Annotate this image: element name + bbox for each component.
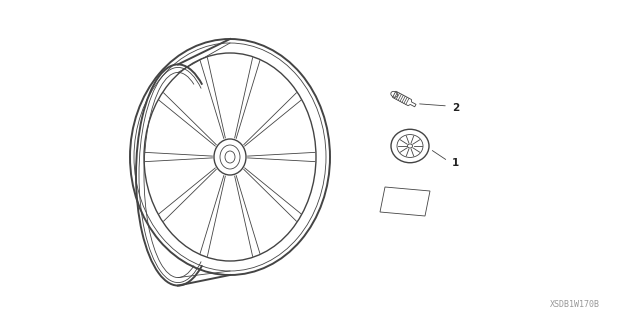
Text: 2: 2 bbox=[452, 103, 460, 113]
Text: XSDB1W170B: XSDB1W170B bbox=[550, 300, 600, 309]
Text: 1: 1 bbox=[452, 158, 460, 168]
